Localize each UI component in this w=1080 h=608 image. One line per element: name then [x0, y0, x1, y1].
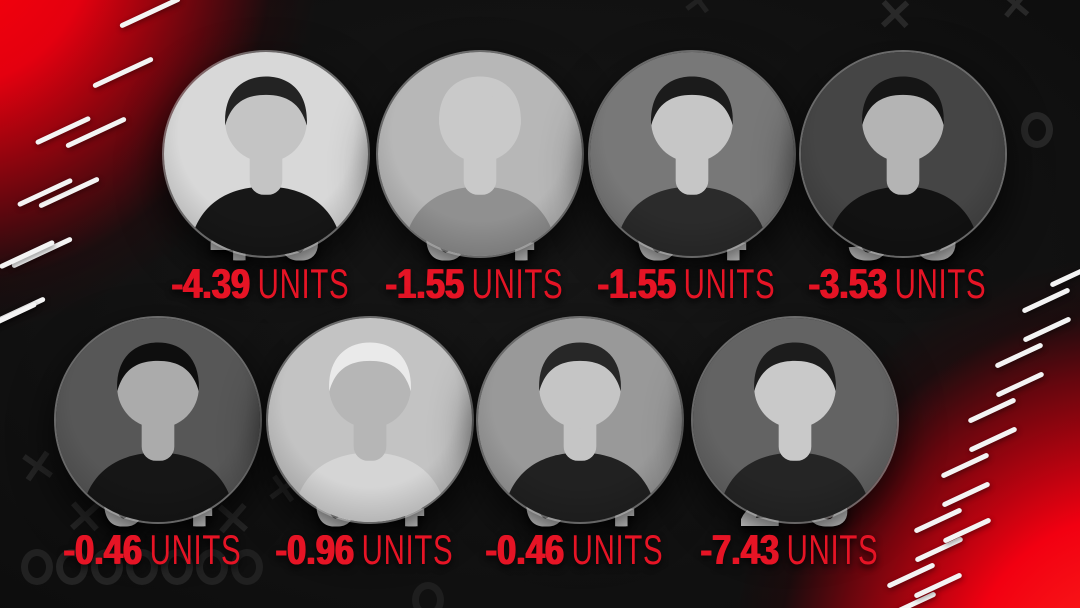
units-line: -7.43 UNITS	[692, 526, 899, 573]
units-value: -0.46	[63, 526, 142, 573]
o-mark-icon	[1021, 112, 1053, 148]
units-value: -1.55	[597, 260, 676, 307]
units-value: -7.43	[700, 526, 779, 573]
yard-tick-mark	[913, 571, 963, 599]
units-label: UNITS	[472, 260, 564, 307]
yard-tick-mark	[1049, 260, 1080, 288]
analyst-photo	[56, 318, 260, 522]
units-label: UNITS	[787, 526, 879, 573]
analyst-photo	[693, 318, 897, 522]
units-value: -3.53	[808, 260, 887, 307]
yard-tick-mark	[968, 425, 1018, 453]
units-value: -0.46	[485, 526, 564, 573]
analyst-card: 4-6 -4.39 UNITS	[156, 52, 376, 307]
units-line: -0.46 UNITS	[55, 526, 262, 573]
o-mark-icon	[21, 549, 53, 585]
units-line: -0.96 UNITS	[267, 526, 474, 573]
x-mark-icon: ✕	[997, 0, 1035, 30]
yard-tick-mark	[967, 396, 1017, 424]
analyst-photo	[164, 52, 368, 256]
person-avatar-icon	[164, 52, 368, 256]
yard-tick-mark	[940, 451, 990, 479]
person-avatar-icon	[56, 318, 260, 522]
yard-tick-mark	[914, 535, 964, 563]
person-avatar-icon	[801, 52, 1005, 256]
units-line: -1.55 UNITS	[589, 260, 796, 307]
o-mark-icon	[231, 549, 263, 585]
yard-tick-mark	[887, 590, 937, 608]
units-value: -0.96	[275, 526, 354, 573]
analyst-card: 5-5 -3.53 UNITS	[793, 52, 1013, 307]
analyst-card: 2-8 -7.43 UNITS	[685, 318, 905, 573]
yard-tick-mark	[913, 506, 963, 534]
o-mark-icon	[56, 549, 88, 585]
analyst-card: 6-4 -1.55 UNITS	[370, 52, 590, 307]
o-mark-icon	[91, 549, 123, 585]
yard-tick-mark	[119, 0, 181, 29]
units-label: UNITS	[572, 526, 664, 573]
yard-tick-mark	[0, 301, 38, 331]
yard-tick-mark	[11, 235, 73, 269]
units-value: -4.39	[171, 260, 250, 307]
o-mark-icon	[196, 549, 228, 585]
analyst-card: 6-4 -0.96 UNITS	[260, 318, 480, 573]
person-avatar-icon	[590, 52, 794, 256]
yard-tick-mark	[92, 55, 154, 89]
person-avatar-icon	[268, 318, 472, 522]
yard-tick-mark	[942, 516, 992, 544]
analyst-card: 6-4 -0.46 UNITS	[48, 318, 268, 573]
yard-tick-mark	[941, 480, 991, 508]
analyst-card: 6-4 -1.55 UNITS	[582, 52, 802, 307]
person-avatar-icon	[478, 318, 682, 522]
yard-tick-mark	[994, 341, 1044, 369]
units-label: UNITS	[362, 526, 454, 573]
analyst-photo	[801, 52, 1005, 256]
units-label: UNITS	[895, 260, 987, 307]
analyst-card: 6-4 -0.46 UNITS	[470, 318, 690, 573]
units-line: -3.53 UNITS	[800, 260, 1007, 307]
units-line: -4.39 UNITS	[163, 260, 370, 307]
analyst-photo	[268, 318, 472, 522]
units-label: UNITS	[258, 260, 350, 307]
yard-tick-mark	[65, 115, 127, 149]
o-mark-icon	[412, 582, 444, 608]
o-mark-icon	[161, 549, 193, 585]
yard-tick-mark	[0, 239, 56, 269]
analyst-photo	[590, 52, 794, 256]
person-avatar-icon	[693, 318, 897, 522]
units-label: UNITS	[150, 526, 242, 573]
yard-tick-mark	[1022, 315, 1072, 343]
x-mark-icon: ✕	[679, 0, 717, 26]
units-line: -0.46 UNITS	[477, 526, 684, 573]
units-value: -1.55	[385, 260, 464, 307]
person-avatar-icon	[378, 52, 582, 256]
yard-tick-mark	[1021, 286, 1071, 314]
x-mark-icon: ✕	[875, 0, 915, 41]
o-mark-icon	[126, 549, 158, 585]
yard-tick-mark	[995, 370, 1045, 398]
units-line: -1.55 UNITS	[377, 260, 584, 307]
analyst-photo	[378, 52, 582, 256]
analyst-photo	[478, 318, 682, 522]
units-label: UNITS	[684, 260, 776, 307]
